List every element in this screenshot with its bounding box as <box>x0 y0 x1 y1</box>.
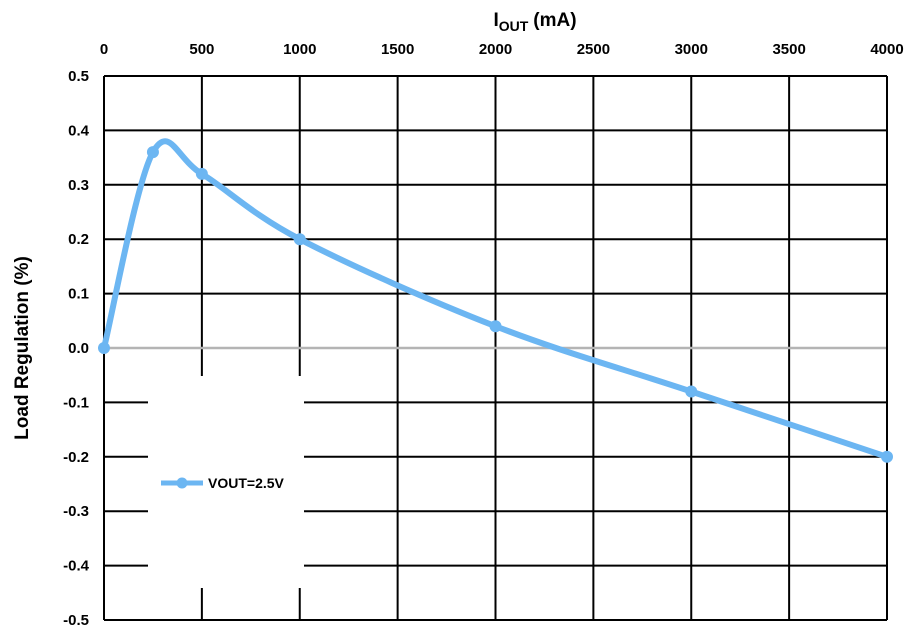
data-point <box>685 385 698 398</box>
x-tick-labels: 0 500 1000 1500 2000 2500 3000 3500 4000 <box>100 41 904 58</box>
legend: VOUT=2.5V <box>161 475 285 491</box>
y-tick-label: 0.4 <box>68 122 90 139</box>
y-tick-label: 0.1 <box>68 286 89 303</box>
x-tick-label: 2000 <box>479 41 512 58</box>
y-tick-label: -0.1 <box>63 394 89 411</box>
x-tick-label: 2500 <box>577 41 610 58</box>
y-axis-title: Load Regulation (%) <box>12 256 33 440</box>
series-layer <box>98 138 893 463</box>
data-point <box>881 450 893 463</box>
y-tick-label: -0.4 <box>63 558 90 575</box>
y-tick-label: -0.5 <box>63 612 89 629</box>
grid-lines <box>103 75 888 621</box>
x-tick-label: 3000 <box>675 41 708 58</box>
x-tick-label: 1000 <box>283 41 316 58</box>
data-point <box>489 320 502 333</box>
y-tick-label: -0.3 <box>63 503 89 520</box>
legend-label: VOUT=2.5V <box>208 475 285 491</box>
y-tick-labels: 0.5 0.4 0.3 0.2 0.1 0.0 -0.1 -0.2 -0.3 -0.4 -0.5 <box>63 68 90 629</box>
y-tick-label: 0.5 <box>68 68 89 85</box>
legend-swatch-marker <box>176 477 188 489</box>
x-tick-label: 4000 <box>870 41 903 58</box>
y-tick-label: -0.2 <box>63 449 89 466</box>
data-point <box>293 233 306 246</box>
x-tick-label: 500 <box>189 41 214 58</box>
x-tick-label: 0 <box>100 41 108 58</box>
x-axis-title: IOUT (mA) <box>493 10 576 34</box>
y-tick-label: 0.0 <box>68 340 89 357</box>
y-tick-label: 0.2 <box>68 231 89 248</box>
data-point <box>98 342 110 354</box>
y-tick-label: 0.3 <box>68 177 89 194</box>
x-tick-label: 1500 <box>381 41 414 58</box>
data-point <box>146 146 159 159</box>
x-tick-label: 3500 <box>772 41 805 58</box>
data-point <box>195 167 208 180</box>
